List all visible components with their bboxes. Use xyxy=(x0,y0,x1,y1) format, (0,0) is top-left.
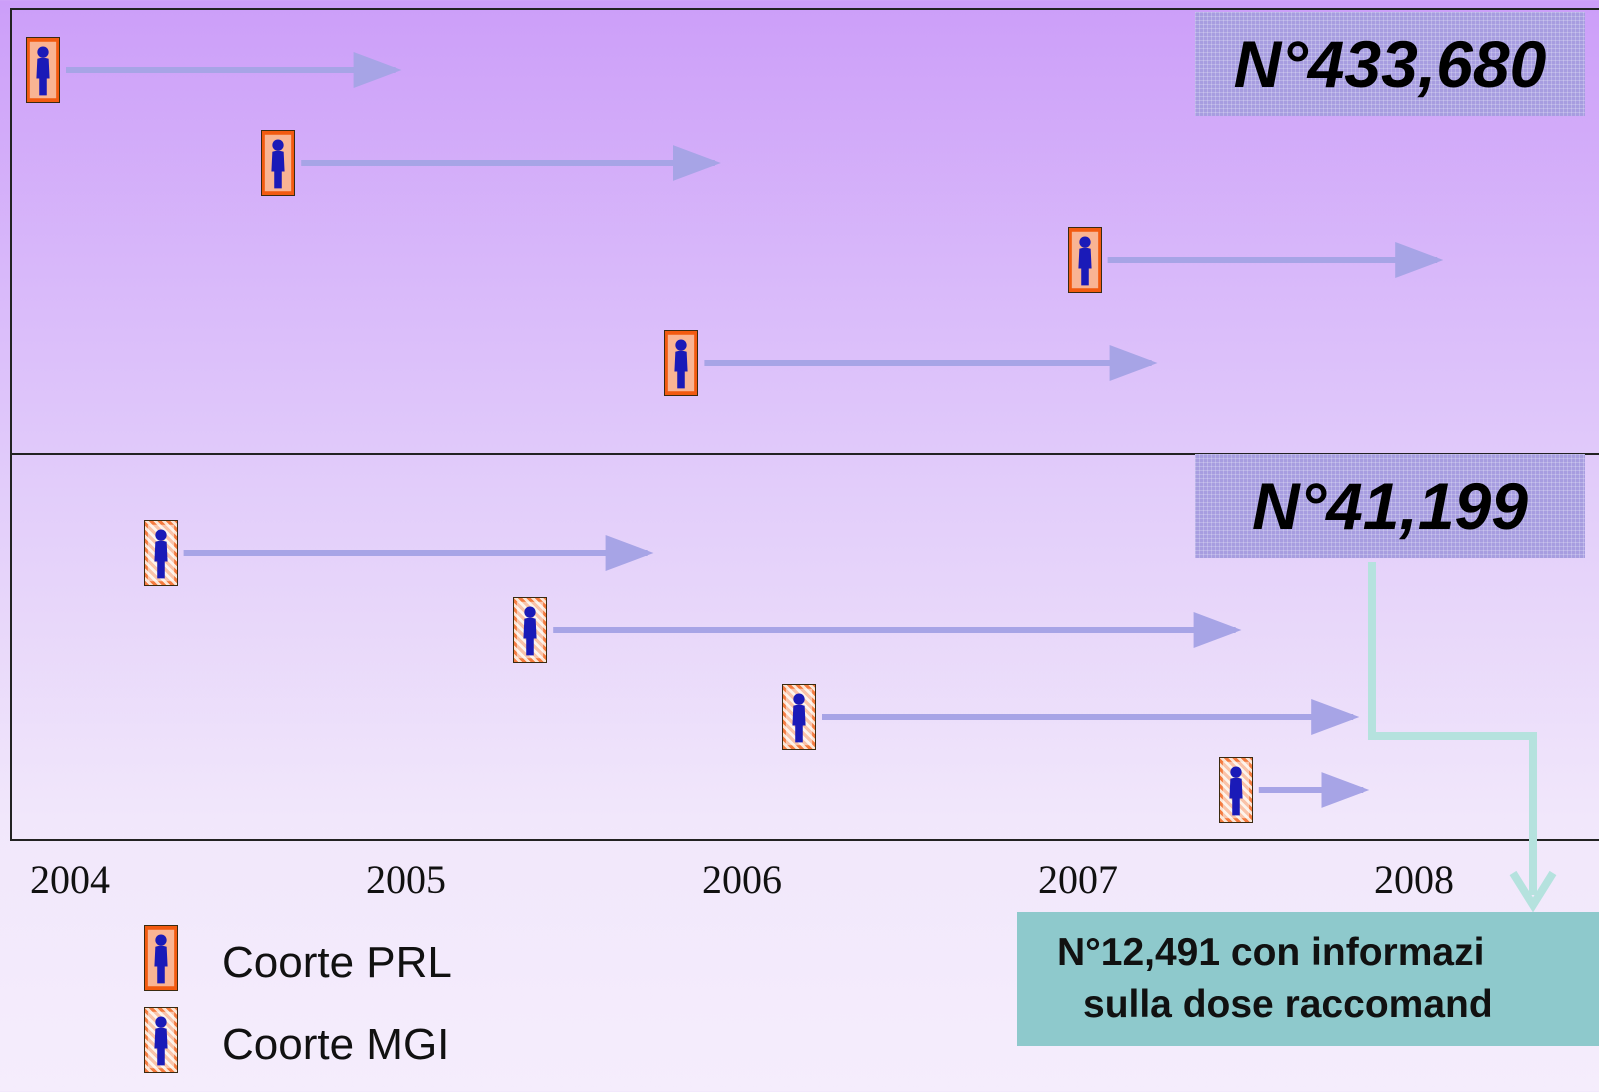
follow-up-arrows xyxy=(66,52,1444,808)
person-icon xyxy=(147,524,174,582)
person-icon xyxy=(147,1011,175,1069)
result-summary-box: N°12,491 con informazi sulla dose raccom… xyxy=(1017,912,1599,1046)
person-icon xyxy=(29,41,57,99)
selection-connector-arrow xyxy=(1368,562,1537,895)
mgi-cohort-panel xyxy=(10,453,1599,841)
mgi-patient-marker-2 xyxy=(513,597,548,663)
result-line-2: sulla dose raccomand xyxy=(1083,983,1493,1026)
prl-cohort-count: N°433,680 xyxy=(1195,12,1585,116)
year-label-2008: 2008 xyxy=(1374,857,1454,902)
person-icon xyxy=(668,334,695,392)
mgi-patient-marker-1 xyxy=(143,520,178,586)
mgi-patient-marker-3 xyxy=(782,684,816,750)
year-label-2005: 2005 xyxy=(366,857,446,902)
year-label-2006: 2006 xyxy=(702,857,782,902)
legend-prl-person-icon xyxy=(144,925,178,991)
year-label-2004: 2004 xyxy=(30,857,110,902)
person-icon xyxy=(785,688,813,746)
legend-label-prl: Coorte PRL xyxy=(222,938,452,987)
mgi-cohort-count: N°41,199 xyxy=(1195,454,1585,558)
legend-mgi-person-icon xyxy=(144,1007,178,1073)
prl-patient-marker-2 xyxy=(261,130,296,196)
legend-label-mgi: Coorte MGI xyxy=(222,1020,450,1069)
person-icon xyxy=(265,134,292,192)
connector-arrowhead-icon xyxy=(1509,870,1557,913)
mgi-patient-marker-4 xyxy=(1218,757,1253,823)
prl-patient-marker-4 xyxy=(664,330,699,396)
person-icon xyxy=(147,929,175,987)
person-icon xyxy=(517,601,544,659)
person-icon xyxy=(1222,761,1249,819)
prl-patient-marker-3 xyxy=(1067,227,1102,293)
year-label-2007: 2007 xyxy=(1038,857,1118,902)
prl-patient-marker-1 xyxy=(26,37,60,103)
person-icon xyxy=(1071,231,1098,289)
result-line-1: N°12,491 con informazi xyxy=(1057,931,1485,974)
